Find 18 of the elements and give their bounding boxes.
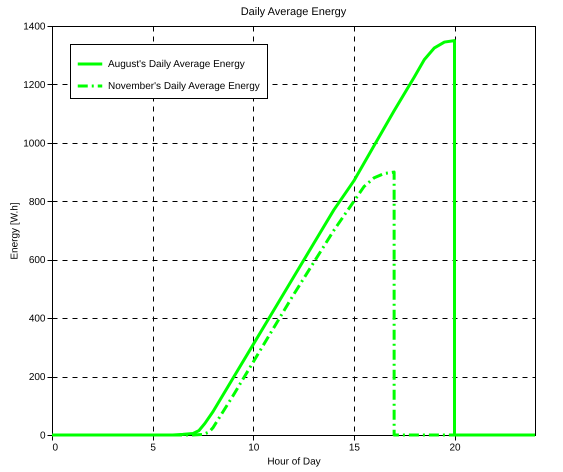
x-tick-label: 20: [449, 442, 461, 454]
y-tick-label: 800: [28, 196, 46, 208]
x-tick-label: 5: [150, 442, 156, 454]
y-tick-label: 1000: [23, 138, 46, 150]
x-tick-label: 0: [52, 442, 58, 454]
y-axis-title: Energy [W.h]: [9, 202, 20, 260]
legend-label: August's Daily Average Energy: [108, 59, 245, 70]
y-tick-label: 400: [28, 314, 46, 325]
x-tick-label: 15: [348, 442, 360, 454]
x-tick-label: 10: [248, 442, 260, 454]
y-tick-label: 0: [40, 430, 46, 442]
chart-title: Daily Average Energy: [240, 6, 347, 18]
y-tick-label: 1200: [23, 80, 46, 91]
y-tick-label: 200: [28, 372, 46, 384]
y-tick-label: 600: [28, 255, 46, 266]
legend-label: November's Daily Average Energy: [108, 81, 260, 92]
y-tick-label: 1400: [23, 22, 46, 32]
x-axis-title: Hour of Day: [267, 456, 321, 468]
